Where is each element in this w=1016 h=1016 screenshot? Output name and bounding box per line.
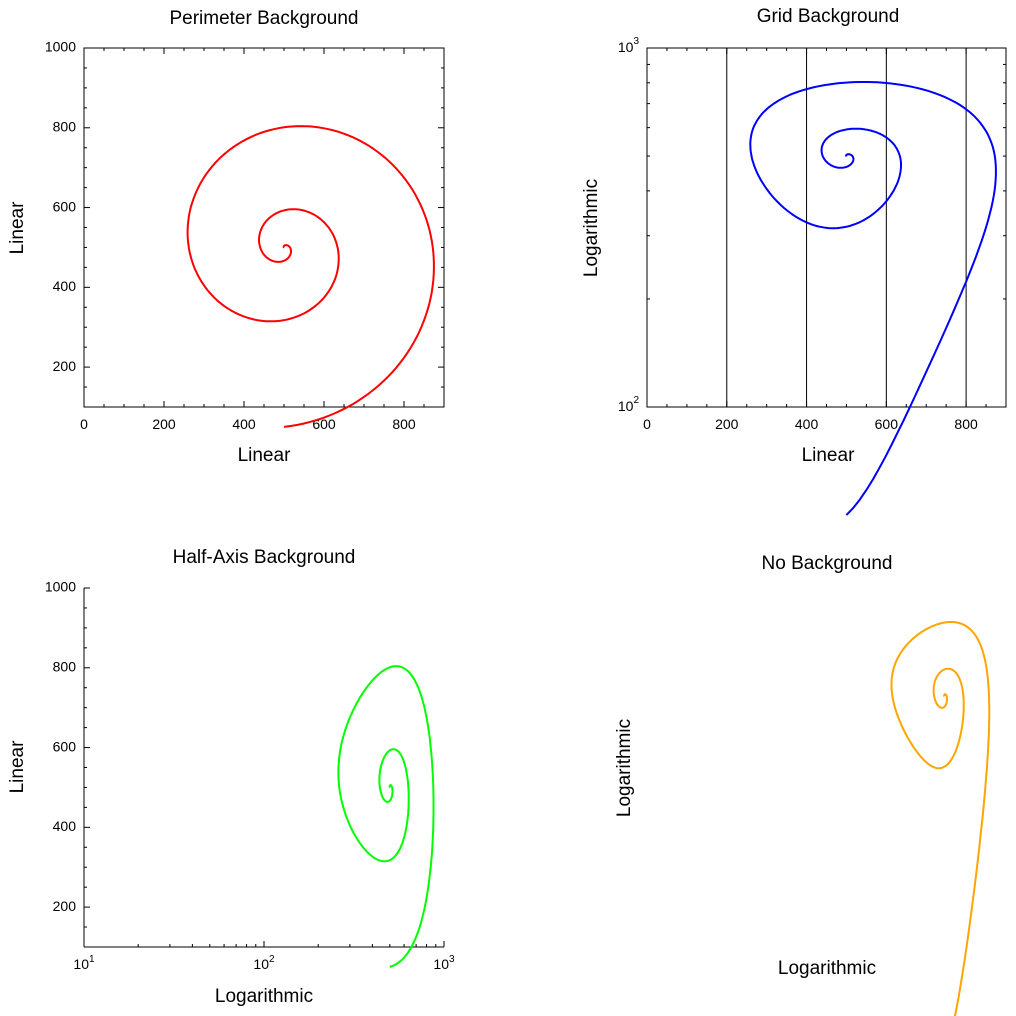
panel-grid-background: Grid Background Linear Logarithmic 0 200 4…: [581, 6, 1007, 516]
panel-title: Half-Axis Background: [173, 547, 356, 568]
y-axis-label: Logarithmic: [614, 719, 635, 817]
panel-half-axis-background: Half-Axis Background Logarithmic Linear …: [7, 547, 455, 1007]
spiral-line: [186, 125, 435, 428]
panel-title: No Background: [762, 553, 893, 574]
x-tick-label: 800: [392, 416, 416, 432]
x-tick-label: 101: [73, 954, 95, 972]
x-tick-label: 0: [643, 416, 651, 432]
y-tick-label: 102: [618, 395, 640, 414]
panel-title: Grid Background: [757, 6, 900, 27]
y-tick-label: 600: [53, 738, 77, 754]
y-tick-label: 200: [53, 898, 77, 914]
x-tick-label: 200: [715, 416, 739, 432]
panel-title: Perimeter Background: [169, 8, 358, 29]
plot-frame: [83, 47, 445, 408]
x-axis-label: Linear: [802, 445, 855, 466]
panel-no-background: No Background Logarithmic Logarithmic: [614, 553, 991, 1016]
x-tick-label: 400: [795, 416, 819, 432]
y-axis-label: Logarithmic: [581, 179, 602, 277]
x-axis-label: Logarithmic: [215, 986, 313, 1007]
y-axis-label: Linear: [7, 201, 28, 254]
x-axis-label: Linear: [238, 445, 291, 466]
x-tick-label: 103: [433, 954, 455, 972]
spiral-line: [890, 621, 991, 1016]
x-tick-label: 102: [253, 954, 275, 972]
y-tick-label: 200: [53, 358, 77, 374]
plot-area: [890, 621, 991, 1016]
y-tick-label: 800: [53, 658, 77, 674]
y-tick-label: 400: [53, 818, 77, 834]
y-tick-label: 600: [53, 198, 77, 214]
plot-area: 0 200 400 600 800 102 103: [618, 36, 1007, 516]
x-tick-label: 800: [954, 416, 978, 432]
panel-perimeter-background: Perimeter Background Linear Linear 0 200 4…: [7, 8, 445, 466]
x-tick-label: 0: [80, 416, 88, 432]
x-tick-label: 600: [875, 416, 899, 432]
spiral-line: [337, 665, 435, 968]
y-tick-label: 1000: [45, 579, 76, 595]
y-tick-label: 1000: [45, 39, 76, 55]
x-axis-label: Logarithmic: [778, 958, 876, 979]
y-tick-label: 800: [53, 118, 77, 134]
x-tick-label: 200: [152, 416, 176, 432]
spiral-line: [749, 81, 997, 516]
x-tick-label: 400: [232, 416, 256, 432]
y-tick-label: 400: [53, 278, 77, 294]
plot-area: 101 102 103 200 400 600 800 1000: [45, 579, 455, 972]
y-tick-label: 103: [618, 36, 640, 55]
y-axis-label: Linear: [7, 740, 28, 793]
